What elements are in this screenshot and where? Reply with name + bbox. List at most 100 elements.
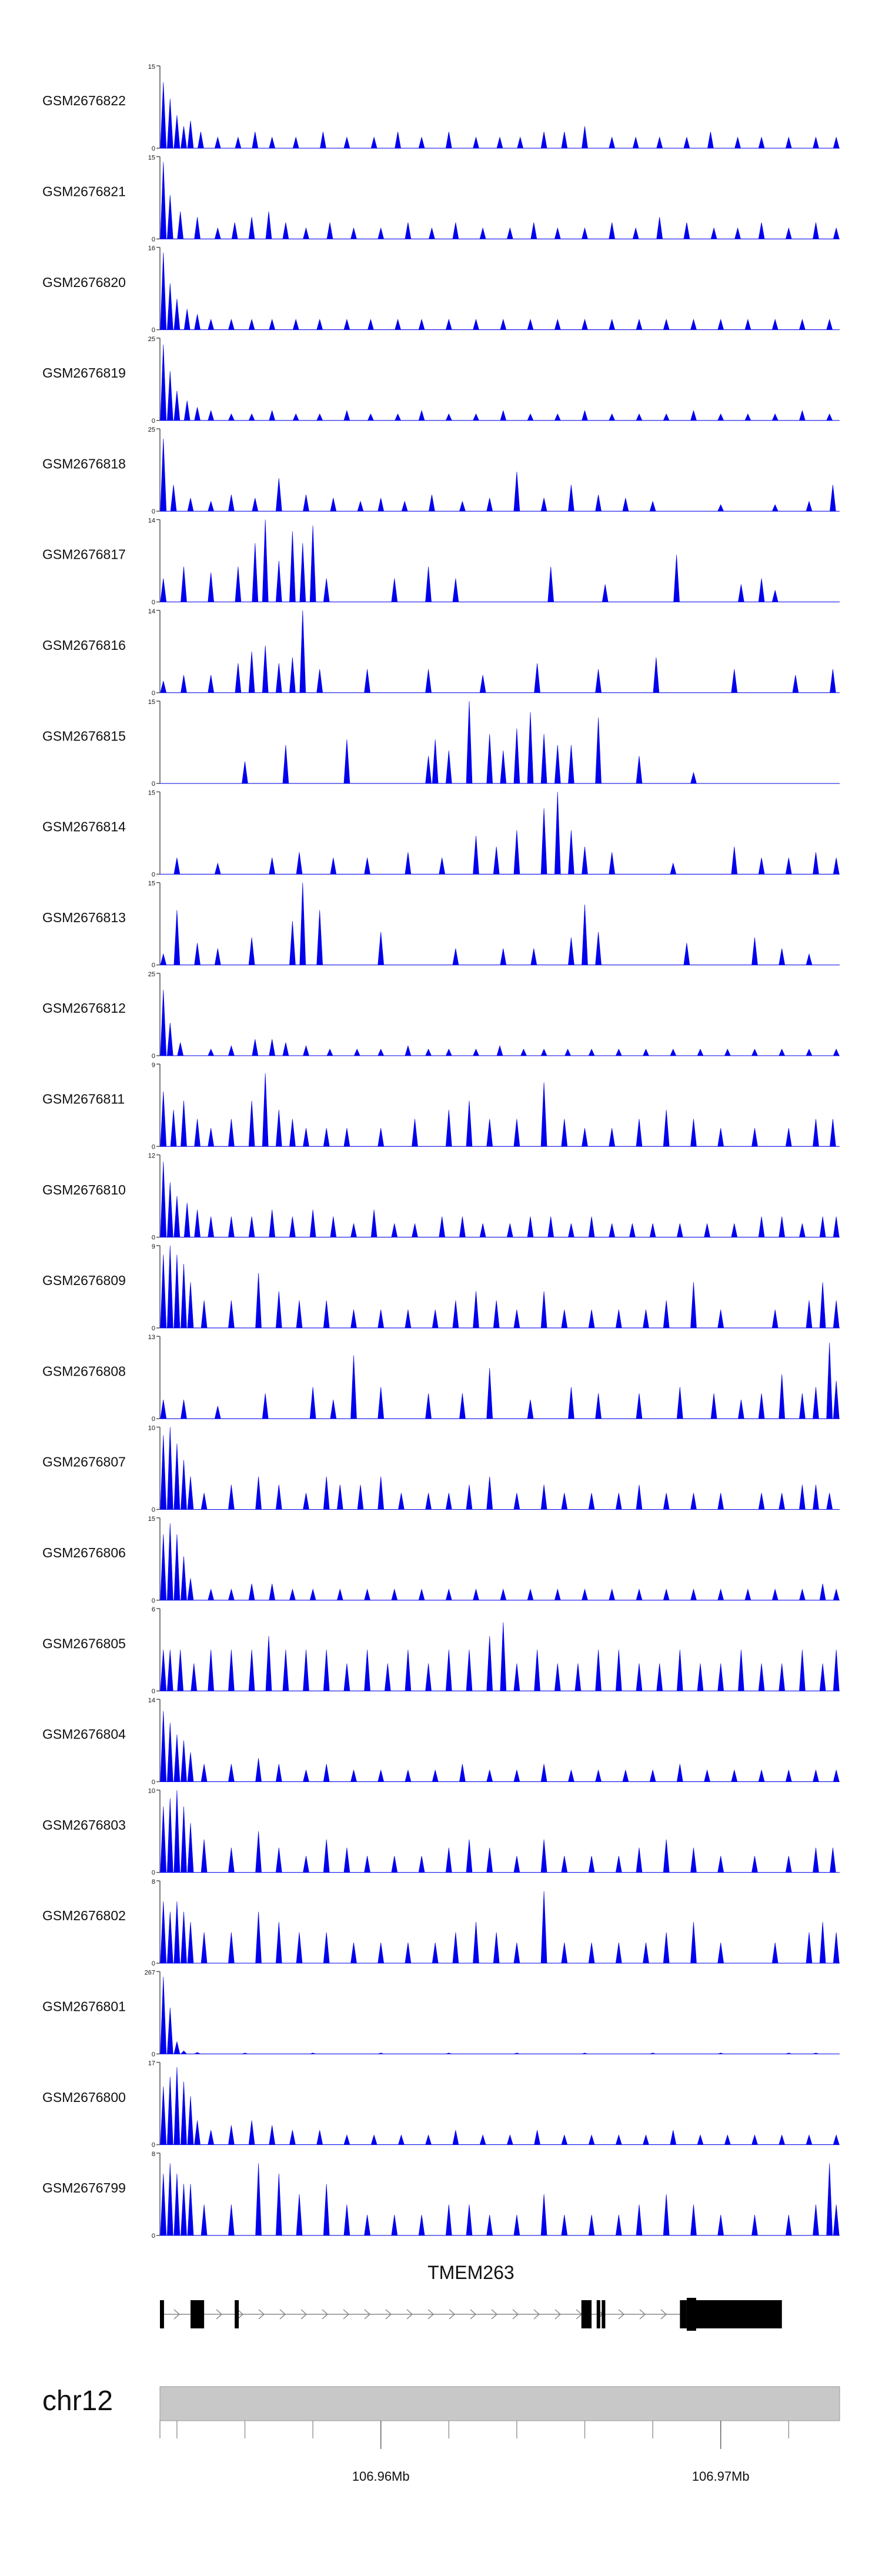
y-min-label: 0 [152, 1870, 155, 1877]
y-max-label: 15 [148, 64, 155, 71]
strand-chevron [660, 2309, 667, 2320]
track-label: GSM2676819 [42, 365, 126, 381]
track-GSM2676818: GSM2676818 25 0 [42, 426, 840, 515]
y-max-label: 6 [152, 1606, 155, 1613]
y-max-label: 267 [145, 1969, 155, 1976]
coverage-area [160, 1342, 840, 1419]
y-max-label: 15 [148, 789, 155, 796]
y-min-label: 0 [152, 236, 155, 243]
chromosome-axis: chr12 106.96Mb 106.97Mb [42, 2385, 840, 2484]
track-GSM2676802: GSM2676802 8 0 [42, 1878, 840, 1967]
y-max-label: 13 [148, 1334, 155, 1341]
y-min-label: 0 [152, 1143, 155, 1150]
track-GSM2676811: GSM2676811 9 0 [42, 1062, 840, 1150]
gene-name: TMEM263 [427, 2262, 514, 2283]
track-label: GSM2676810 [42, 1182, 126, 1197]
track-label: GSM2676820 [42, 275, 126, 290]
y-min-label: 0 [152, 327, 155, 334]
track-GSM2676821: GSM2676821 15 0 [42, 154, 840, 243]
track-label: GSM2676804 [42, 1727, 126, 1742]
y-min-label: 0 [152, 1416, 155, 1423]
coverage-area [160, 1162, 840, 1237]
y-max-label: 15 [148, 880, 155, 887]
strand-chevron [300, 2309, 308, 2320]
strand-chevron [216, 2309, 223, 2320]
strand-chevron [470, 2309, 477, 2320]
track-label: GSM2676821 [42, 184, 126, 199]
y-min-label: 0 [152, 1688, 155, 1695]
strand-chevron [406, 2309, 413, 2320]
coverage-area [160, 1427, 833, 1510]
y-min-label: 0 [152, 145, 155, 152]
y-min-label: 0 [152, 2051, 155, 2058]
track-GSM2676814: GSM2676814 15 0 [42, 789, 840, 878]
y-max-label: 10 [148, 1788, 155, 1795]
y-max-label: 25 [148, 426, 155, 433]
y-min-label: 0 [152, 1325, 155, 1332]
track-label: GSM2676808 [42, 1363, 126, 1379]
track-label: GSM2676816 [42, 638, 126, 653]
y-min-label: 0 [152, 2142, 155, 2149]
track-label: GSM2676818 [42, 456, 126, 471]
y-min-label: 0 [152, 508, 155, 515]
y-max-label: 15 [148, 699, 155, 706]
coverage-area [160, 519, 779, 602]
strand-chevron [618, 2309, 625, 2320]
y-max-label: 12 [148, 1153, 155, 1160]
coverage-area [160, 1711, 840, 1782]
y-min-label: 0 [152, 599, 155, 606]
strand-chevron [364, 2309, 371, 2320]
track-label: GSM2676802 [42, 1908, 126, 1923]
track-label: GSM2676807 [42, 1454, 126, 1470]
coverage-area [173, 792, 840, 875]
strand-chevron [512, 2309, 519, 2320]
gene-exon [602, 2300, 606, 2328]
gene-exon [235, 2300, 239, 2328]
track-label: GSM2676812 [42, 1000, 126, 1016]
y-max-label: 9 [152, 1243, 155, 1250]
track-GSM2676820: GSM2676820 16 0 [42, 245, 840, 334]
y-max-label: 25 [148, 336, 155, 343]
track-GSM2676807: GSM2676807 10 0 [42, 1425, 840, 1514]
track-label: GSM2676805 [42, 1636, 126, 1651]
y-max-label: 15 [148, 1516, 155, 1523]
track-GSM2676815: GSM2676815 15 0 [42, 699, 840, 788]
coverage-area [160, 345, 833, 421]
track-GSM2676813: GSM2676813 15 0 [42, 880, 840, 969]
track-GSM2676799: GSM2676799 8 0 [42, 2151, 840, 2240]
coverage-area [160, 1790, 836, 1873]
strand-chevron [491, 2309, 498, 2320]
y-min-label: 0 [152, 1960, 155, 1967]
y-max-label: 8 [152, 2151, 155, 2158]
strand-chevron [258, 2309, 265, 2320]
gene-exon [581, 2300, 592, 2328]
coverage-area [242, 701, 697, 784]
coverage-area [160, 1073, 836, 1147]
coverage-area [160, 1891, 840, 1964]
gene-exon [191, 2300, 205, 2328]
strand-chevron [427, 2309, 435, 2320]
track-label: GSM2676813 [42, 910, 126, 925]
track-GSM2676801: GSM2676801 267 0 [42, 1969, 840, 2058]
track-GSM2676816: GSM2676816 14 0 [42, 608, 840, 697]
y-max-label: 15 [148, 154, 155, 161]
y-min-label: 0 [152, 1234, 155, 1242]
y-min-label: 0 [152, 1597, 155, 1604]
coverage-area [160, 162, 840, 239]
track-GSM2676806: GSM2676806 15 0 [42, 1516, 840, 1604]
coverage-area [160, 1977, 819, 2054]
y-max-label: 25 [148, 971, 155, 978]
track-label: GSM2676811 [42, 1092, 125, 1107]
y-max-label: 16 [148, 245, 155, 252]
gene-exon-start [686, 2298, 696, 2331]
y-min-label: 0 [152, 418, 155, 425]
y-max-label: 8 [152, 1878, 155, 1886]
strand-chevron [173, 2309, 181, 2320]
track-label: GSM2676806 [42, 1545, 126, 1560]
track-GSM2676812: GSM2676812 25 0 [42, 971, 840, 1060]
coverage-area [160, 82, 840, 149]
track-label: GSM2676799 [42, 2180, 126, 2195]
track-label: GSM2676800 [42, 2090, 126, 2105]
